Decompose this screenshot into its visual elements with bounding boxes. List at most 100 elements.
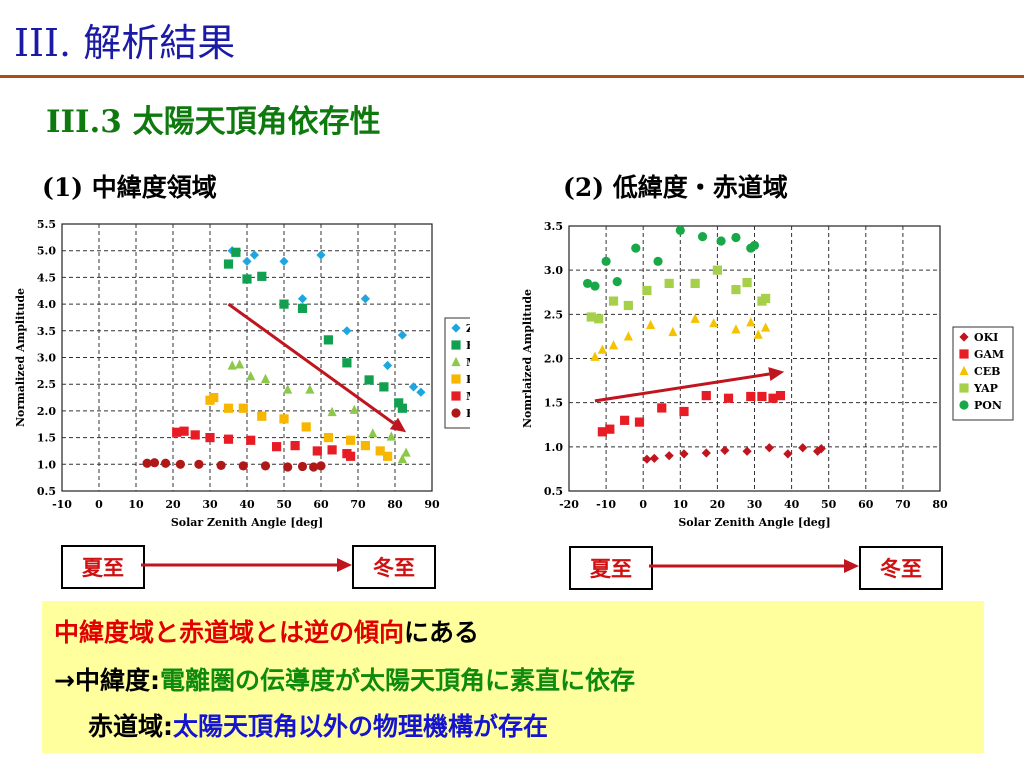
series-ptk	[205, 392, 393, 461]
data-point-zyk	[360, 294, 370, 304]
data-point-mgd	[349, 404, 359, 414]
data-point-oki	[816, 444, 826, 454]
section-title: III.3 太陽天頂角依存性	[46, 104, 381, 140]
data-point-ptk	[301, 422, 311, 432]
data-point-ceb	[690, 313, 700, 323]
y-tick-label: 3.0	[544, 264, 563, 277]
x-tick-label: 50	[821, 498, 837, 511]
legend-marker-yap	[959, 383, 969, 393]
x-tick-label: 60	[858, 498, 874, 511]
data-point-ceb	[709, 318, 719, 328]
legend-label-oki: OKI	[974, 331, 998, 344]
data-point-pon	[612, 277, 622, 287]
data-point-mmb	[179, 426, 189, 436]
data-point-gam	[620, 415, 630, 425]
data-point-ptk	[346, 435, 356, 445]
data-point-mgd	[260, 373, 271, 383]
legend-label-yap: YAP	[973, 382, 998, 395]
x-tick-label: 30	[747, 498, 763, 511]
y-tick-label: 2.0	[37, 405, 56, 418]
data-point-gam	[775, 391, 786, 401]
y-tick-label: 1.5	[37, 432, 56, 445]
data-point-ceb	[668, 326, 678, 337]
legend-marker-zyk	[451, 323, 461, 333]
data-point-ksm	[231, 247, 241, 257]
data-point-ksm	[279, 299, 289, 309]
y-axis-label: Nomrlaized Amplitude	[521, 289, 534, 428]
data-point-oki	[764, 443, 774, 453]
data-point-pon	[601, 256, 611, 266]
season-arrow-left	[141, 558, 352, 572]
data-point-mgd	[305, 384, 315, 394]
legend-label-mmb: MMB	[466, 390, 470, 403]
data-point-zyk	[316, 250, 326, 260]
data-point-kak	[260, 461, 271, 471]
data-point-zyk	[342, 326, 352, 336]
summer-solstice-box-left: 夏至	[61, 545, 145, 589]
trend-arrow-head	[768, 367, 785, 381]
x-axis-label: Solar Zenith Angle [deg]	[171, 516, 323, 529]
data-point-oki	[701, 448, 711, 458]
data-point-pon	[749, 240, 760, 251]
data-point-kak	[316, 461, 326, 471]
series-ksm	[223, 247, 407, 413]
data-point-gam	[634, 417, 645, 427]
y-tick-label: 2.0	[544, 353, 563, 366]
data-point-yap	[642, 285, 652, 296]
x-tick-label: 60	[313, 498, 329, 511]
data-point-mmb	[272, 442, 282, 452]
legend-marker-pon	[959, 400, 969, 410]
summary-line-3: 赤道域:太陽天頂角以外の物理機構が存在	[88, 707, 548, 743]
x-tick-label: -10	[52, 498, 72, 511]
data-point-kak	[149, 458, 160, 468]
data-point-kak	[194, 459, 204, 469]
data-point-kak	[161, 458, 171, 468]
data-point-ceb	[590, 351, 600, 361]
legend-marker-mgd	[451, 356, 461, 367]
data-point-ptk	[238, 403, 248, 413]
data-point-mmb	[327, 445, 337, 455]
data-point-yap	[664, 278, 674, 289]
data-point-kak	[142, 458, 152, 468]
data-point-mgd	[327, 406, 337, 417]
x-axis-label: Solar Zenith Angle [deg]	[678, 516, 830, 529]
legend-marker-ptk	[451, 374, 461, 384]
data-point-gam	[757, 391, 767, 402]
series-ceb	[590, 313, 771, 361]
legend-marker-oki	[959, 332, 969, 342]
data-point-pon	[631, 243, 641, 253]
data-point-mmb	[190, 430, 200, 440]
series-gam	[597, 391, 786, 437]
data-point-gam	[768, 393, 778, 403]
y-tick-label: 3.5	[544, 220, 563, 233]
y-tick-label: 0.5	[37, 485, 56, 498]
data-point-yap	[608, 296, 619, 306]
data-point-ceb	[623, 331, 633, 341]
data-point-kak	[283, 462, 293, 472]
summary-line-2: →中緯度:電離圏の伝導度が太陽天頂角に素直に依存	[54, 661, 635, 697]
data-point-ksm	[297, 303, 308, 313]
panel-label-num: (2)	[563, 173, 605, 202]
data-point-pon	[731, 232, 741, 243]
data-point-gam	[679, 406, 689, 417]
data-point-ptk	[209, 392, 219, 403]
y-tick-label: 4.0	[37, 298, 56, 311]
data-point-oki	[812, 446, 823, 456]
summary-box: 中緯度域と赤道域とは逆の傾向にある →中緯度:電離圏の伝導度が太陽天頂角に素直に…	[42, 601, 984, 753]
data-point-ceb	[761, 322, 771, 332]
y-tick-label: 0.5	[544, 485, 563, 498]
data-point-gam	[723, 393, 734, 403]
data-point-mmb	[346, 451, 356, 461]
x-tick-label: 70	[350, 498, 366, 511]
data-point-ptk	[383, 451, 393, 461]
data-point-mgd	[235, 359, 245, 369]
panel-label-equatorial: (2) 低緯度・赤道域	[563, 168, 788, 204]
data-point-mgd	[401, 447, 411, 457]
summary-line1-tail: にある	[404, 618, 480, 647]
data-point-ksm	[379, 382, 389, 392]
legend-marker-kak	[451, 408, 461, 418]
data-point-zyk	[297, 294, 308, 304]
data-point-zyk	[383, 360, 393, 371]
data-point-ptk	[375, 446, 385, 456]
data-point-mmb	[312, 446, 322, 456]
